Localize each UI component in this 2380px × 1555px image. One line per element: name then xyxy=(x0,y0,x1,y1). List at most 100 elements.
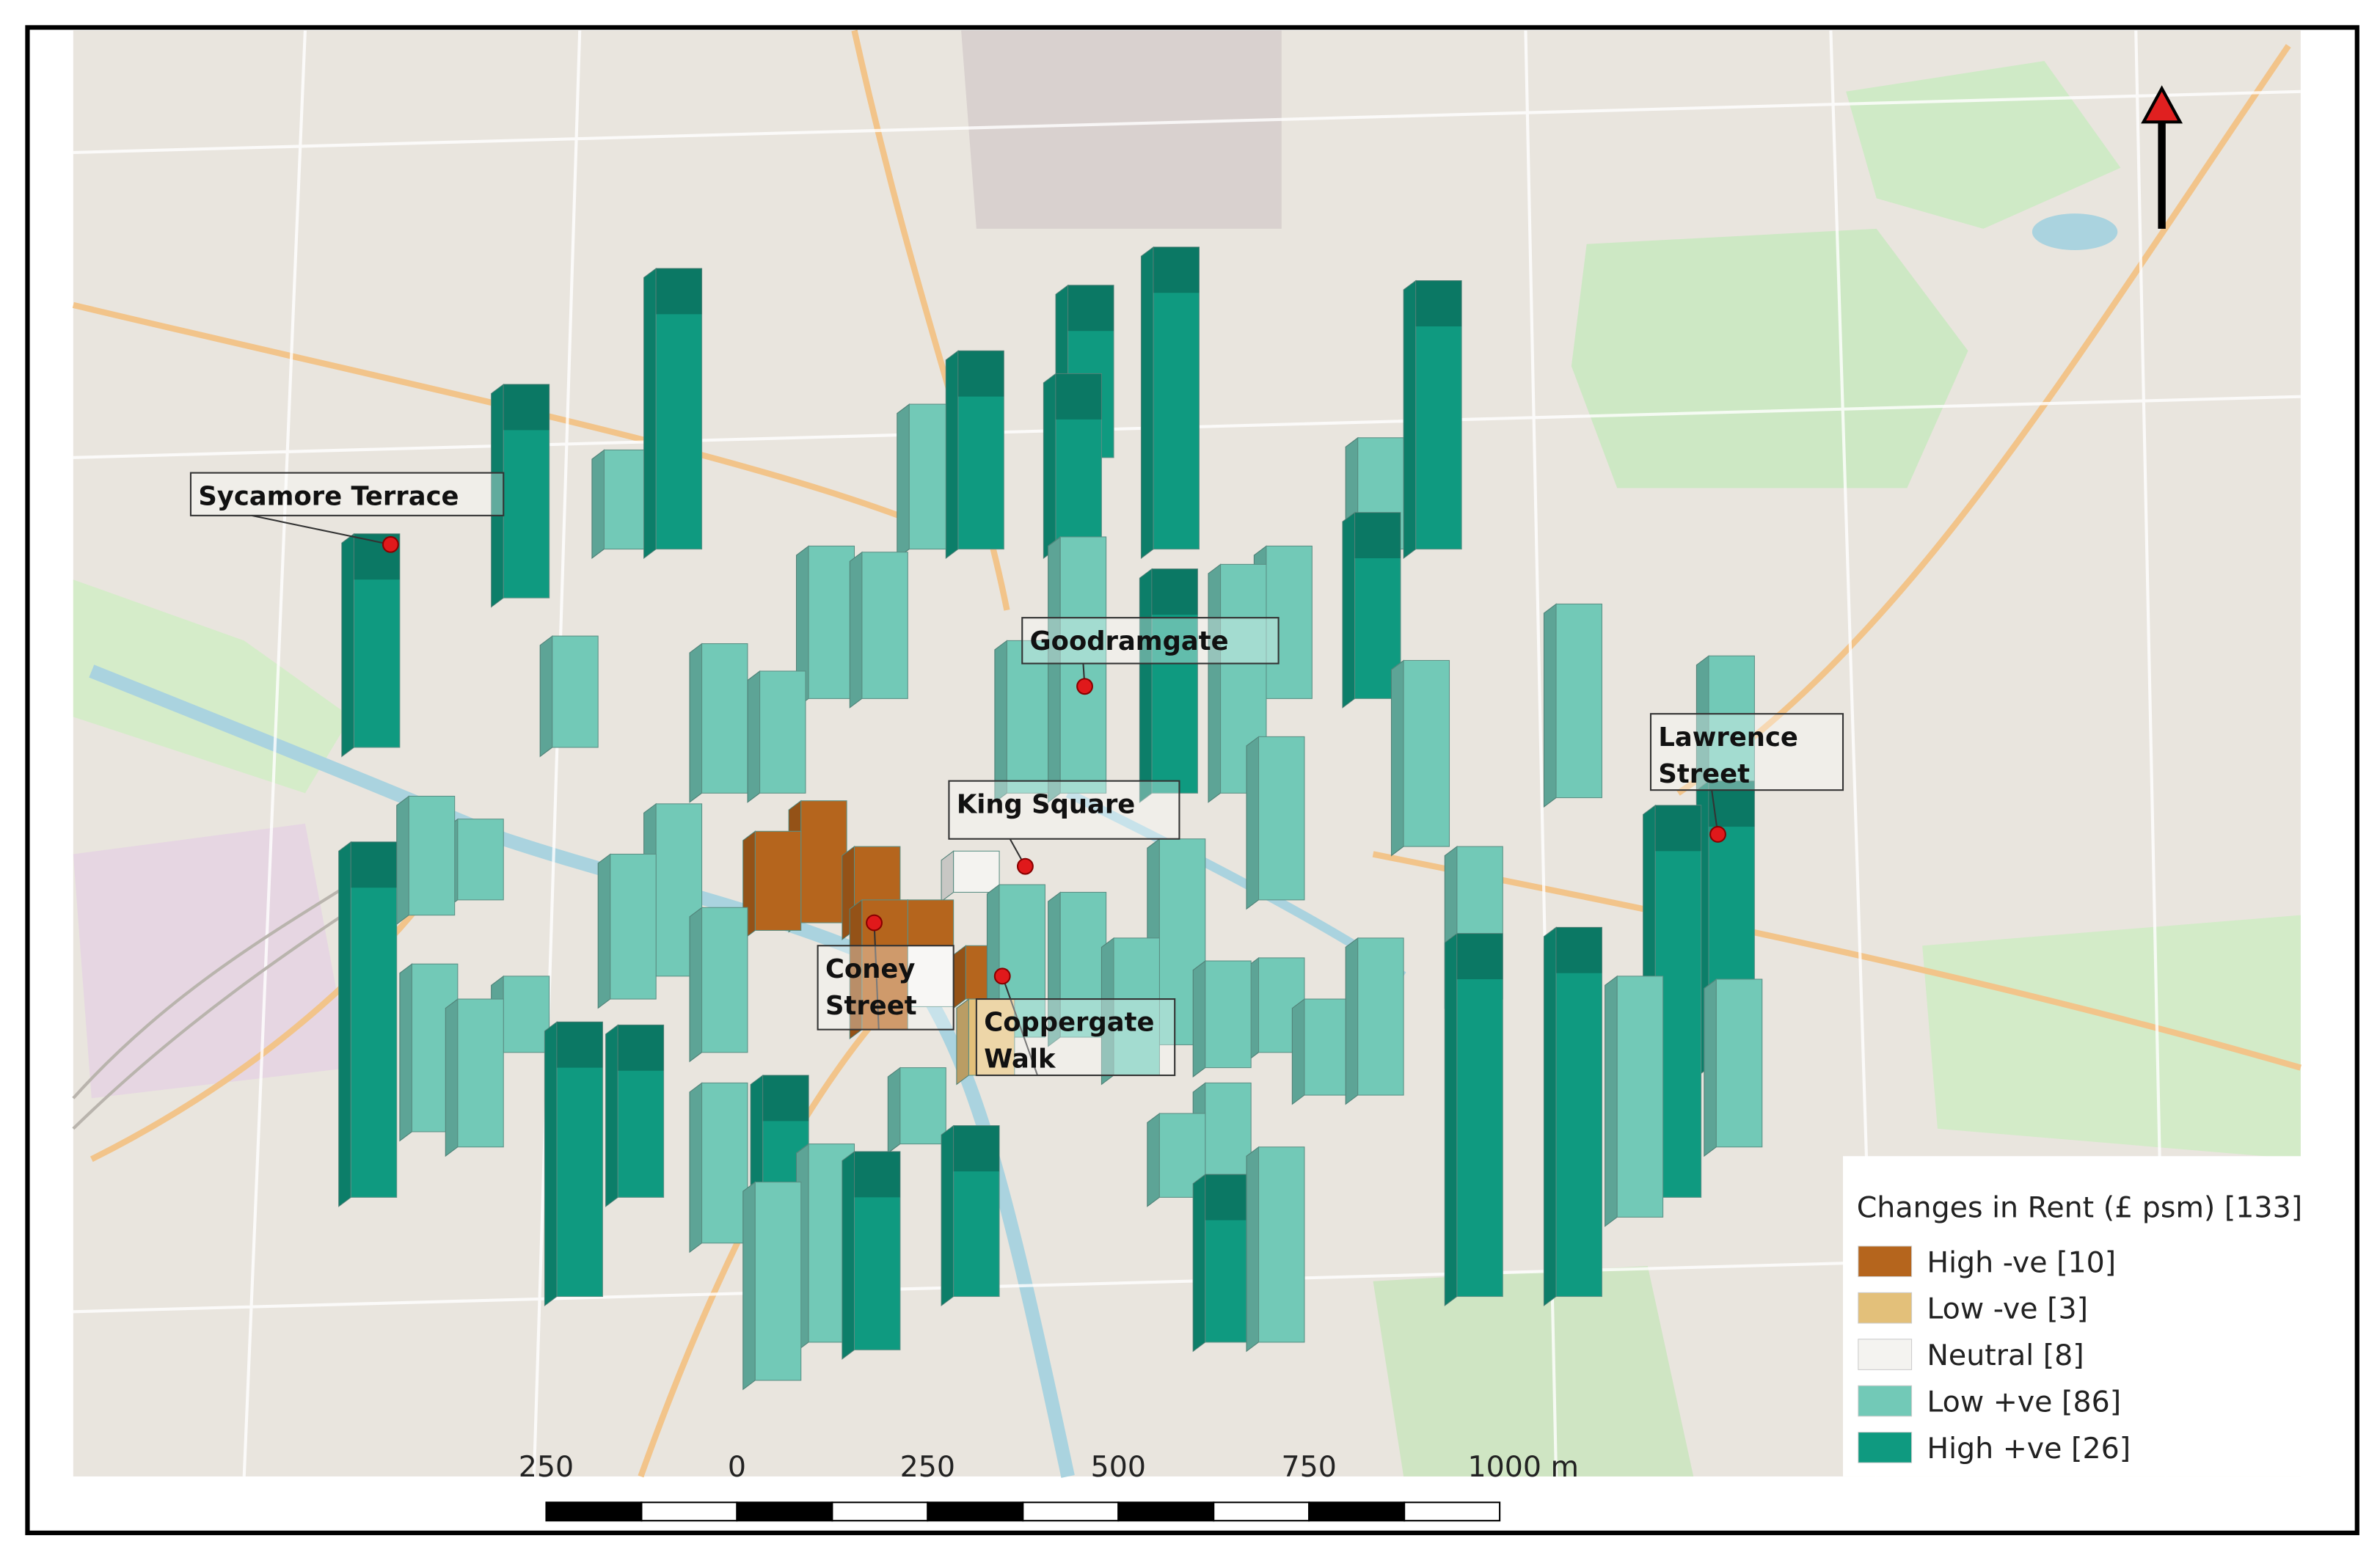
scale-segment xyxy=(1117,1501,1215,1522)
bar-cap xyxy=(557,1022,603,1068)
scale-label: 500 xyxy=(1091,1450,1146,1484)
bar-side-shade xyxy=(888,1067,900,1154)
bar-side-shade xyxy=(399,964,412,1141)
place-label: Street xyxy=(1658,759,1750,789)
place-labels: Sycamore Terrace Goodramgate King Square Co… xyxy=(189,472,1844,1077)
bar-front xyxy=(1205,1174,1252,1343)
bar-cap xyxy=(1205,1174,1252,1221)
place-label: Sycamore Terrace xyxy=(198,481,459,511)
bar-front xyxy=(808,545,855,699)
bar-side-shade xyxy=(1043,373,1056,559)
bar-cap xyxy=(618,1025,664,1071)
bar-side-shade xyxy=(946,351,958,559)
legend-label: High -ve [10] xyxy=(1927,1245,2116,1279)
bar-side-shade xyxy=(689,1083,702,1253)
place-label: Goodramgate xyxy=(1030,626,1229,656)
scale-label: 750 xyxy=(1281,1450,1336,1484)
bar-cap xyxy=(1152,568,1198,615)
bar-side-shade xyxy=(850,899,862,1039)
bar-front xyxy=(1708,655,1755,794)
place-label: Walk xyxy=(984,1044,1056,1075)
scale-segment xyxy=(1308,1501,1406,1522)
bar-side-shade xyxy=(1139,568,1153,802)
bar-front xyxy=(610,853,657,1000)
park xyxy=(1922,915,2301,1160)
bar-front xyxy=(1059,891,1107,1038)
north-arrow xyxy=(2141,85,2183,229)
bar-side-shade xyxy=(1292,999,1304,1105)
bar-front xyxy=(552,635,599,748)
bar-cap xyxy=(854,1151,900,1198)
bar-front xyxy=(1456,933,1503,1298)
scale-bar: 250 0 250 500 750 1000 m xyxy=(519,1450,1579,1522)
bar-front xyxy=(1555,603,1602,799)
main-road xyxy=(72,29,2301,1478)
scale-segment xyxy=(927,1501,1024,1522)
bar-front xyxy=(1258,1146,1305,1343)
bar-front xyxy=(754,830,802,931)
bar-front xyxy=(701,907,748,1053)
bar-front xyxy=(1153,246,1200,550)
bar-cap xyxy=(1556,927,1602,973)
bar-front xyxy=(1158,1113,1206,1198)
bar-side-shade xyxy=(747,670,760,802)
bar-front xyxy=(899,1067,946,1145)
bar-front xyxy=(754,1182,802,1381)
bar-side-shade xyxy=(338,841,351,1207)
bar-front xyxy=(1403,659,1450,847)
scale-label: 1000 m xyxy=(1467,1450,1579,1484)
park xyxy=(73,579,351,794)
legend-swatch xyxy=(1858,1292,1913,1324)
bar-side-shade xyxy=(994,640,1007,802)
scale-segment xyxy=(1403,1501,1501,1522)
bar-cap xyxy=(1655,805,1701,852)
legend-items: High -ve [10] Low -ve [3] Neutral [8] Low +… xyxy=(1858,1245,2131,1466)
bar-front xyxy=(1205,960,1252,1069)
place-label: Street xyxy=(825,991,917,1021)
bar-front xyxy=(617,1024,665,1198)
scale-label: 0 xyxy=(728,1450,746,1484)
leader-line xyxy=(873,923,880,1030)
legend-swatch xyxy=(1858,1432,1913,1463)
bar-front xyxy=(1006,640,1054,794)
bar-side-shade xyxy=(1696,656,1709,802)
bar-side-shade xyxy=(1048,536,1061,802)
bar-side-shade xyxy=(1193,1174,1205,1352)
bar-front xyxy=(1715,978,1763,1148)
bar-side-shade xyxy=(491,384,504,607)
bar-front xyxy=(457,998,504,1148)
bar-side-shade xyxy=(941,1125,954,1306)
bar-front xyxy=(1304,998,1351,1096)
bar-side-shade xyxy=(540,636,552,757)
bar-front xyxy=(1415,280,1462,550)
bar-side-shade xyxy=(1101,937,1114,1085)
scale-segment xyxy=(736,1501,833,1522)
bar-side-shade xyxy=(796,546,809,708)
place-label-box xyxy=(975,998,1176,1077)
bar-side-shade xyxy=(1544,604,1557,808)
bar-side-shade xyxy=(605,1025,618,1207)
bar-front xyxy=(800,800,847,923)
bar-side-shade xyxy=(1246,736,1259,910)
bar-side-shade xyxy=(1208,564,1221,802)
bar-front xyxy=(503,976,550,1053)
leader-line xyxy=(251,514,391,546)
bar-side-shade xyxy=(1544,927,1557,1306)
legend: Changes in Rent (£ psm) [133] High -ve [… xyxy=(1843,1156,2312,1477)
place-label: Coney xyxy=(825,954,915,984)
bar-side-shade xyxy=(1048,892,1061,1047)
legend-label: Low +ve [86] xyxy=(1927,1386,2121,1419)
bar-side-shade xyxy=(1403,280,1416,559)
bar-front xyxy=(953,850,1000,893)
bar-front xyxy=(907,945,954,1007)
park xyxy=(1373,1265,1694,1477)
bar-front xyxy=(1616,976,1664,1218)
bar-side-shade xyxy=(591,450,605,559)
bar-front xyxy=(603,449,651,550)
bar-side-shade xyxy=(1391,660,1404,856)
legend-box xyxy=(1843,1156,2312,1477)
bar-side-shade xyxy=(941,851,954,901)
legend-swatch xyxy=(1858,1385,1913,1417)
bar-side-shade xyxy=(850,552,862,708)
